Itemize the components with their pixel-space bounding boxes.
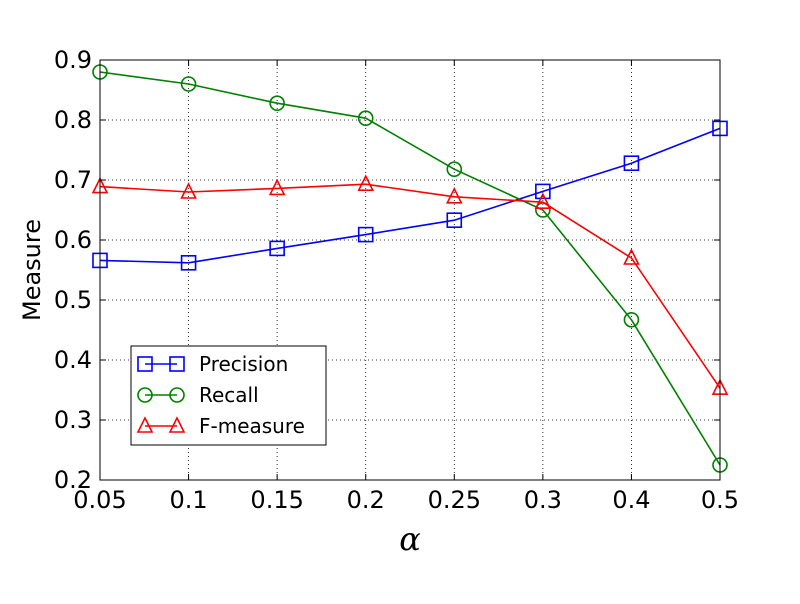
legend-label: Precision xyxy=(199,352,288,376)
legend-marker xyxy=(137,387,153,403)
precision-point xyxy=(180,255,197,271)
axis-ticks xyxy=(99,59,721,481)
y-tick-label: 0.5 xyxy=(54,286,92,314)
legend-marker xyxy=(137,356,153,372)
f-measure-line xyxy=(99,183,721,389)
y-tick-label: 0.7 xyxy=(54,166,92,194)
legend-label: Recall xyxy=(199,383,259,407)
x-tick-label: 0.15 xyxy=(250,486,303,514)
f-measure-point xyxy=(534,192,552,209)
f-measure-point xyxy=(623,248,640,265)
y-tick-label: 0.4 xyxy=(54,346,92,374)
x-tick-label: 0.2 xyxy=(347,486,385,514)
tick-labels: 0.2 0.3 0.4 0.5 0.6 0.7 0.8 0.9 0.05 0.1 0.15 0.2 0.… xyxy=(54,46,739,514)
precision-point xyxy=(623,155,640,171)
legend-entry-recall: Recall xyxy=(137,383,259,407)
x-tick-label: 0.4 xyxy=(612,486,650,514)
legend-entry-f-measure: F-measure xyxy=(136,414,305,438)
x-axis-label: α xyxy=(399,520,421,558)
x-tick-label: 0.25 xyxy=(428,486,481,514)
f-measure-point xyxy=(180,182,197,199)
legend-entry-precision: Precision xyxy=(137,352,288,376)
precision-line xyxy=(99,127,721,264)
legend-marker xyxy=(169,387,185,403)
legend-marker xyxy=(169,356,185,372)
legend-label: F-measure xyxy=(199,414,305,438)
x-tick-label: 0.1 xyxy=(169,486,207,514)
precision-point xyxy=(269,240,285,257)
x-tick-label: 0.05 xyxy=(73,486,126,514)
f-measure-point xyxy=(357,174,375,191)
legend-marker xyxy=(168,416,186,433)
recall-point xyxy=(357,110,374,126)
f-measure-point xyxy=(268,178,286,196)
precision-point xyxy=(446,212,463,228)
recall-point xyxy=(269,95,285,111)
f-measure-point xyxy=(445,187,463,204)
y-tick-label: 0.3 xyxy=(54,406,92,434)
x-tick-label: 0.5 xyxy=(701,486,739,514)
x-tick-label: 0.3 xyxy=(524,486,562,514)
legend-marker xyxy=(136,416,154,433)
y-axis-label: Measure xyxy=(18,219,46,321)
precision-point xyxy=(535,183,551,200)
series-lines xyxy=(91,64,729,473)
series-f-measure xyxy=(91,174,729,396)
legend: Precision Recall F-measure xyxy=(130,345,327,446)
y-tick-label: 0.9 xyxy=(54,46,92,74)
recall-point xyxy=(446,161,463,177)
y-tick-label: 0.6 xyxy=(54,226,92,254)
recall-line xyxy=(99,71,721,466)
y-tick-label: 0.2 xyxy=(54,466,92,494)
y-tick-label: 0.8 xyxy=(54,106,92,134)
recall-point xyxy=(180,76,197,92)
precision-point xyxy=(357,226,374,243)
series-recall xyxy=(92,64,728,473)
recall-point xyxy=(623,311,640,328)
plot-frame xyxy=(99,59,721,481)
grid-lines xyxy=(100,60,720,480)
